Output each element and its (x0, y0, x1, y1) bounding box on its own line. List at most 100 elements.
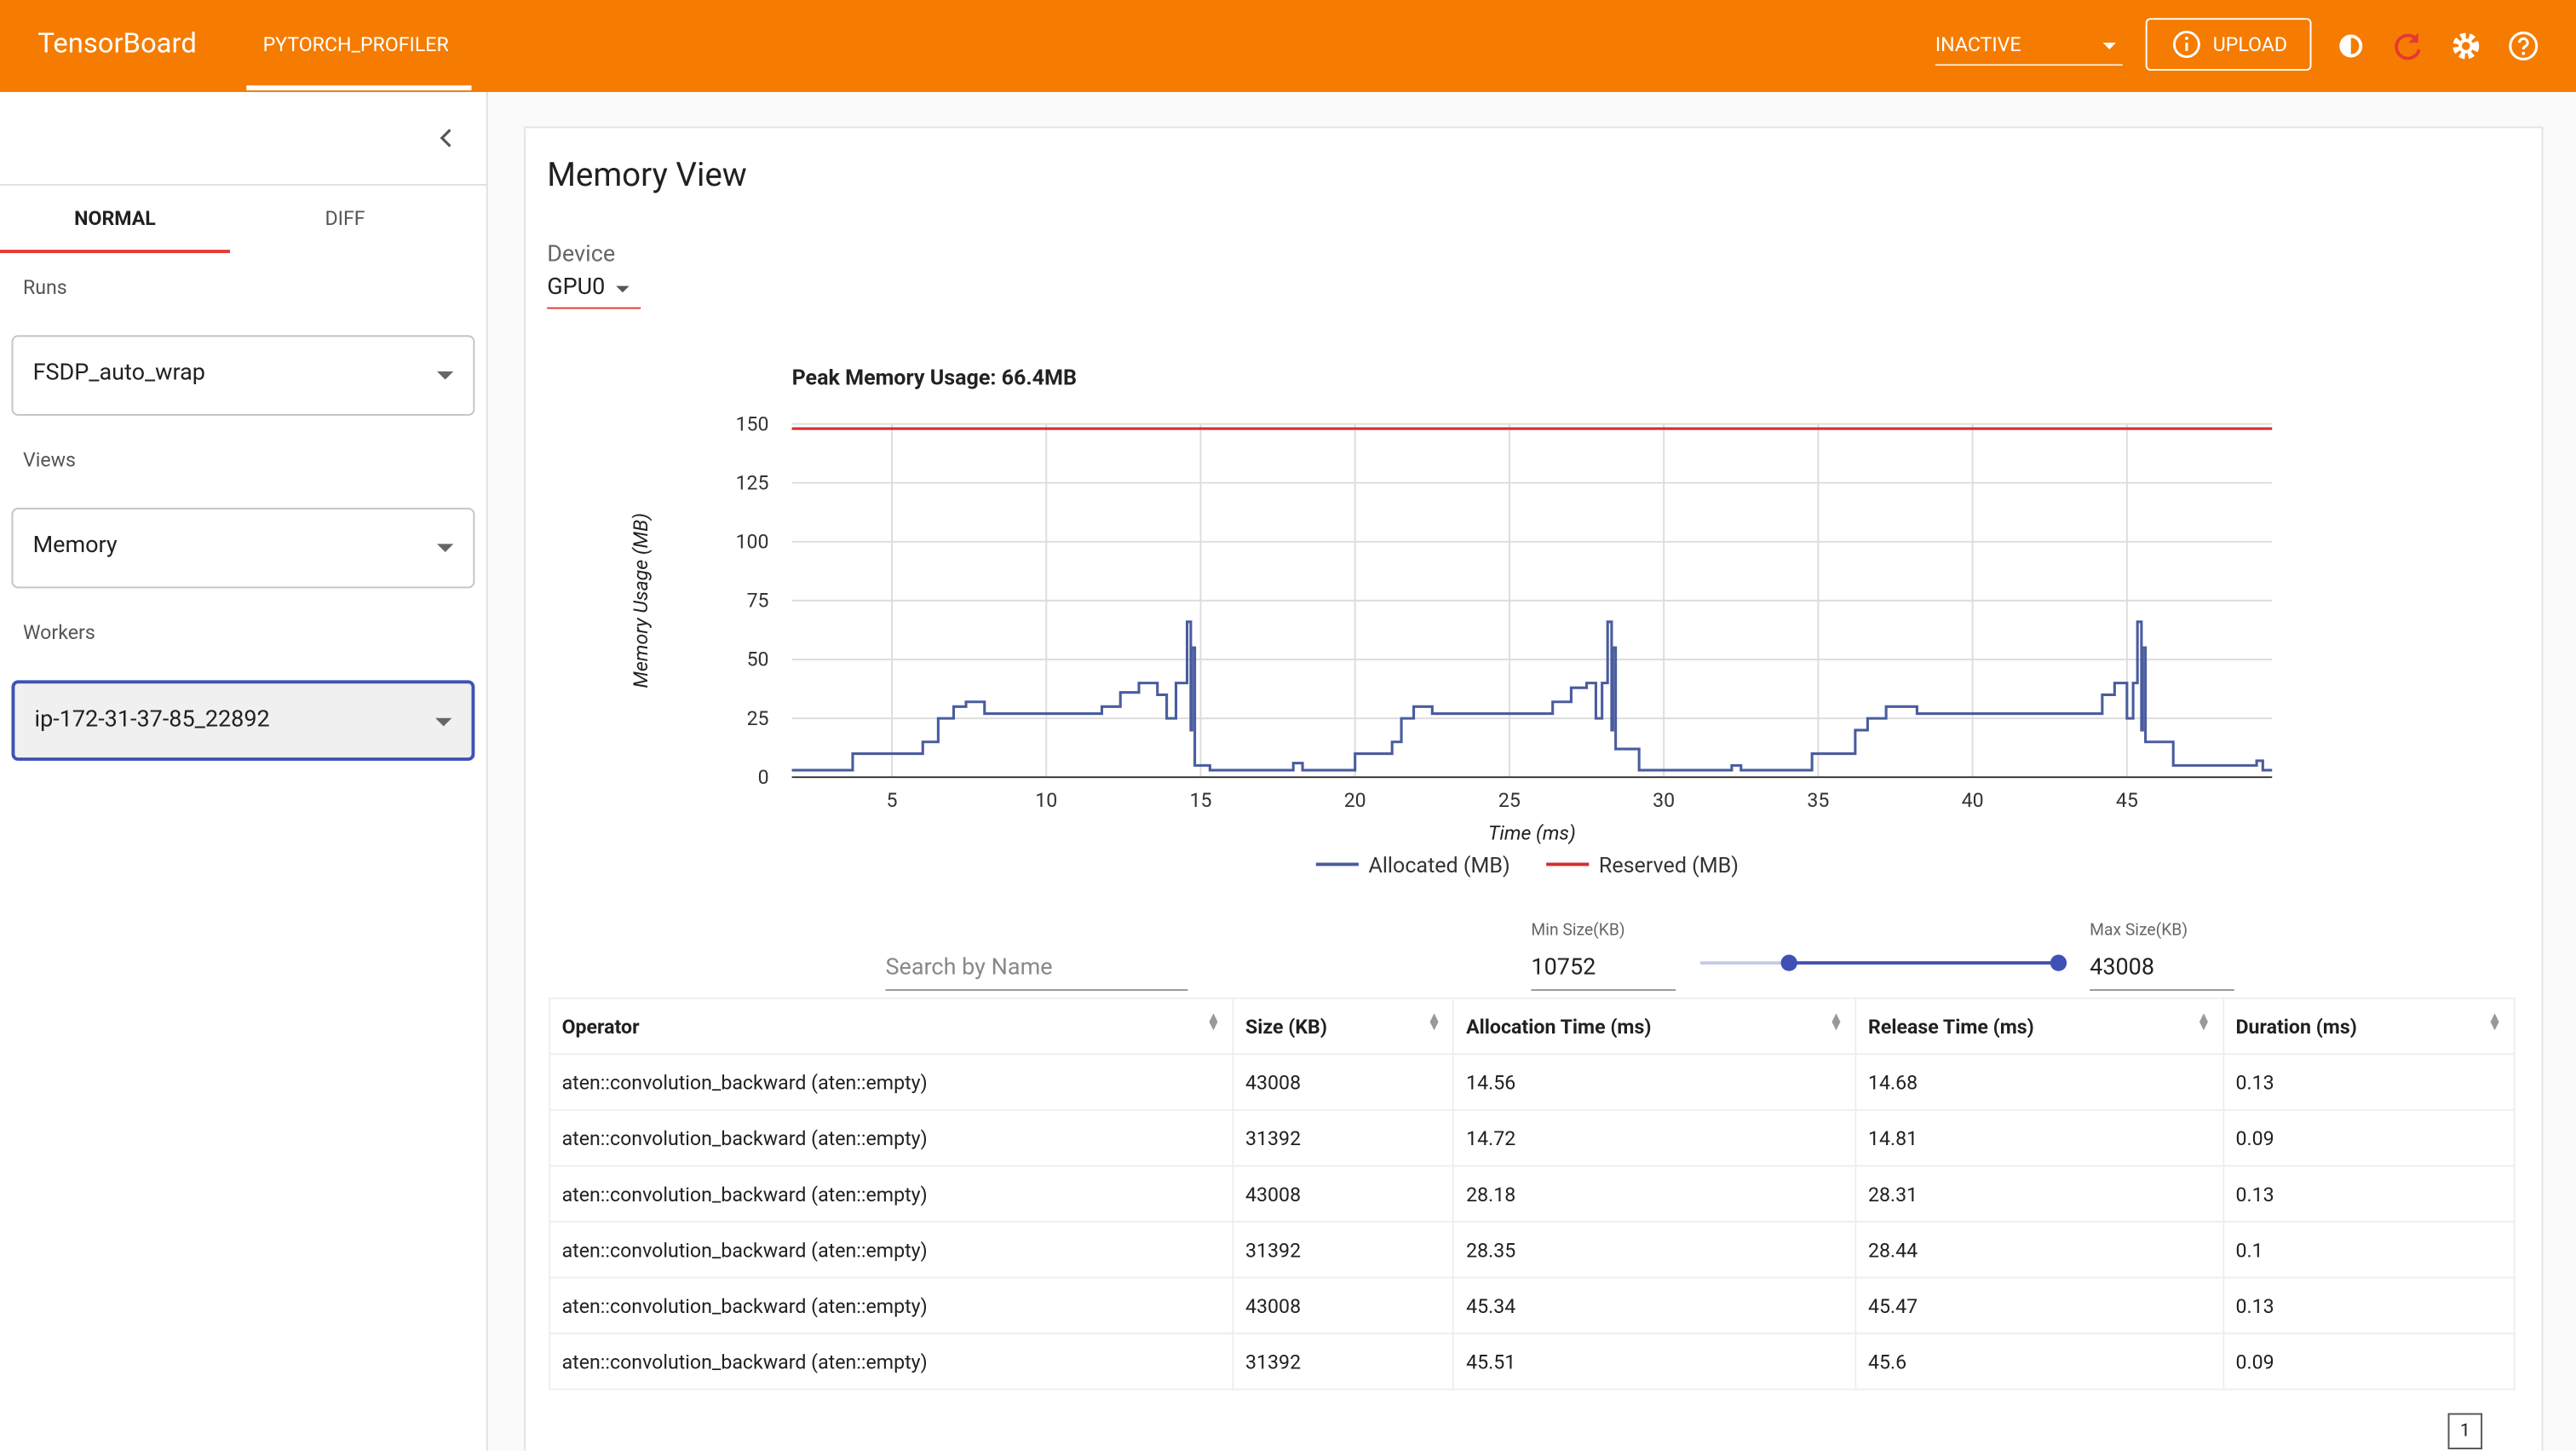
x-tick-label: 40 (1962, 789, 1984, 812)
select-value: ip-172-31-37-85_22892 (34, 706, 270, 734)
table-row: aten::convolution_backward (aten::empty)… (549, 1220, 2516, 1279)
chart-title: Peak Memory Usage: 66.4MB (792, 366, 1077, 390)
x-tick-label: 10 (1035, 789, 1057, 812)
views-label: Views (22, 448, 76, 472)
table-cell: 0.13 (2222, 1053, 2516, 1111)
memory-table: Operator ▲ ▼ Size (KB) ▲ ▼ Allocation Time (ms… (549, 997, 2516, 1391)
table-cell: 0.1 (2222, 1220, 2516, 1279)
sort-icon: ▲ ▼ (2487, 1010, 2503, 1035)
search-placeholder: Search by Name (885, 954, 1053, 982)
table-row: aten::convolution_backward (aten::empty)… (549, 1053, 2516, 1111)
column-header[interactable]: Size (KB) ▲ ▼ (1232, 997, 1455, 1056)
table-cell: 43008 (1232, 1165, 1455, 1223)
dropdown-arrow (2102, 43, 2116, 49)
view-title: Memory View (547, 154, 747, 194)
table-row: aten::convolution_backward (aten::empty)… (549, 1333, 2516, 1391)
x-tick-label: 5 (887, 789, 898, 812)
page-button[interactable]: 1 (2447, 1413, 2483, 1449)
y-tick-label: 50 (747, 648, 769, 671)
top-bar: TensorBoard PYTORCH_PROFILER INACTIVE UP… (0, 0, 2576, 92)
sort-icon: ▲ ▼ (1205, 1010, 1222, 1035)
table-cell: 31392 (1232, 1108, 1455, 1167)
dropdown-arrow (435, 717, 452, 727)
sidebar-tab[interactable]: DIFF (325, 206, 365, 230)
sidebar: NORMAL DIFF Runs FSDP_auto_wrap Views Me… (0, 91, 488, 1451)
status-text: INACTIVE (1935, 32, 2021, 56)
slider-thumb[interactable] (2050, 954, 2067, 971)
x-tick-label: 25 (1498, 789, 1521, 812)
column-header[interactable]: Release Time (ms) ▲ ▼ (1854, 997, 2224, 1056)
info-icon (2173, 31, 2200, 58)
runs-select[interactable]: FSDP_auto_wrap (11, 335, 475, 416)
min-input[interactable]: 10752 (1531, 953, 1676, 991)
table-cell: 45.6 (1854, 1333, 2224, 1391)
views-select[interactable]: Memory (11, 507, 475, 589)
x-tick-label: 35 (1807, 789, 1829, 812)
max-label: Max Size(KB) (2090, 921, 2188, 941)
y-axis-label: Memory Usage (MB) (630, 513, 653, 688)
collapse-icon[interactable] (437, 126, 457, 149)
table-row: aten::convolution_backward (aten::empty)… (549, 1108, 2516, 1167)
tab-indicator (0, 250, 230, 253)
table-body: aten::convolution_backward (aten::empty)… (549, 1053, 2516, 1391)
x-tick-label: 30 (1653, 789, 1675, 812)
y-tick-label: 125 (736, 471, 769, 494)
y-tick-label: 75 (747, 590, 769, 613)
table-cell: aten::convolution_backward (aten::empty) (549, 1108, 1234, 1167)
header-row: Operator ▲ ▼ Size (KB) ▲ ▼ Allocation Time (ms… (549, 997, 2516, 1056)
table-cell: 28.44 (1854, 1220, 2224, 1279)
table-cell: aten::convolution_backward (aten::empty) (549, 1276, 1234, 1334)
help-icon[interactable] (2507, 30, 2540, 63)
plugin-tab[interactable]: PYTORCH_PROFILER (262, 32, 449, 56)
column-header[interactable]: Allocation Time (ms) ▲ ▼ (1452, 997, 1857, 1056)
y-tick-label: 150 (736, 412, 769, 435)
table-cell: 43008 (1232, 1053, 1455, 1111)
column-header[interactable]: Duration (ms) ▲ ▼ (2222, 997, 2516, 1056)
search-input[interactable]: Search by Name (885, 953, 1188, 991)
table-cell: 31392 (1232, 1333, 1455, 1391)
slider-thumb[interactable] (1780, 954, 1797, 971)
table-cell: 14.68 (1854, 1053, 2224, 1111)
column-title: Release Time (ms) (1867, 1014, 2034, 1038)
table-cell: 45.34 (1452, 1276, 1857, 1334)
table-cell: 45.47 (1854, 1276, 2224, 1334)
max-value: 43008 (2090, 954, 2155, 982)
column-header[interactable]: Operator ▲ ▼ (549, 997, 1234, 1056)
column-title: Size (KB) (1245, 1014, 1327, 1038)
table-cell: 45.51 (1452, 1333, 1857, 1391)
min-label: Min Size(KB) (1531, 921, 1625, 941)
table-row: aten::convolution_backward (aten::empty)… (549, 1276, 2516, 1334)
settings-icon[interactable] (2449, 30, 2482, 63)
legend-label: Reserved (MB) (1599, 854, 1739, 878)
legend-label: Allocated (MB) (1368, 854, 1509, 878)
select-value: FSDP_auto_wrap (32, 360, 205, 387)
refresh-icon[interactable] (2392, 30, 2425, 63)
column-title: Operator (561, 1014, 640, 1038)
table-cell: aten::convolution_backward (aten::empty) (549, 1220, 1234, 1279)
select-value: Memory (32, 532, 118, 559)
status-select[interactable]: INACTIVE (1935, 23, 2123, 66)
table-row: aten::convolution_backward (aten::empty)… (549, 1165, 2516, 1223)
table-cell: 28.18 (1452, 1165, 1857, 1223)
upload-button[interactable]: UPLOAD (2145, 18, 2312, 71)
table-cell: 0.13 (2222, 1165, 2516, 1223)
sort-icon: ▲ ▼ (1426, 1010, 1442, 1035)
sidebar-tab[interactable]: NORMAL (74, 206, 156, 230)
table-cell: aten::convolution_backward (aten::empty) (549, 1053, 1234, 1111)
upload-text: UPLOAD (2212, 32, 2288, 56)
theme-icon[interactable] (2334, 30, 2367, 63)
table-cell: 14.72 (1452, 1108, 1857, 1167)
device-select[interactable]: GPU0 (547, 273, 641, 309)
dropdown-arrow (436, 371, 454, 380)
memory-chart: Peak Memory Usage: 66.4MB 0 25 50 75 100 125 15… (630, 366, 2273, 878)
brand[interactable]: TensorBoard (37, 27, 197, 61)
table-cell: 28.31 (1854, 1165, 2224, 1223)
y-tick-label: 100 (736, 530, 769, 553)
divider (0, 183, 486, 186)
max-input[interactable]: 43008 (2090, 953, 2234, 991)
table-cell: 0.09 (2222, 1333, 2516, 1391)
table-cell: 0.09 (2222, 1108, 2516, 1167)
workers-select[interactable]: ip-172-31-37-85_22892 (11, 680, 475, 761)
workers-label: Workers (22, 620, 95, 644)
